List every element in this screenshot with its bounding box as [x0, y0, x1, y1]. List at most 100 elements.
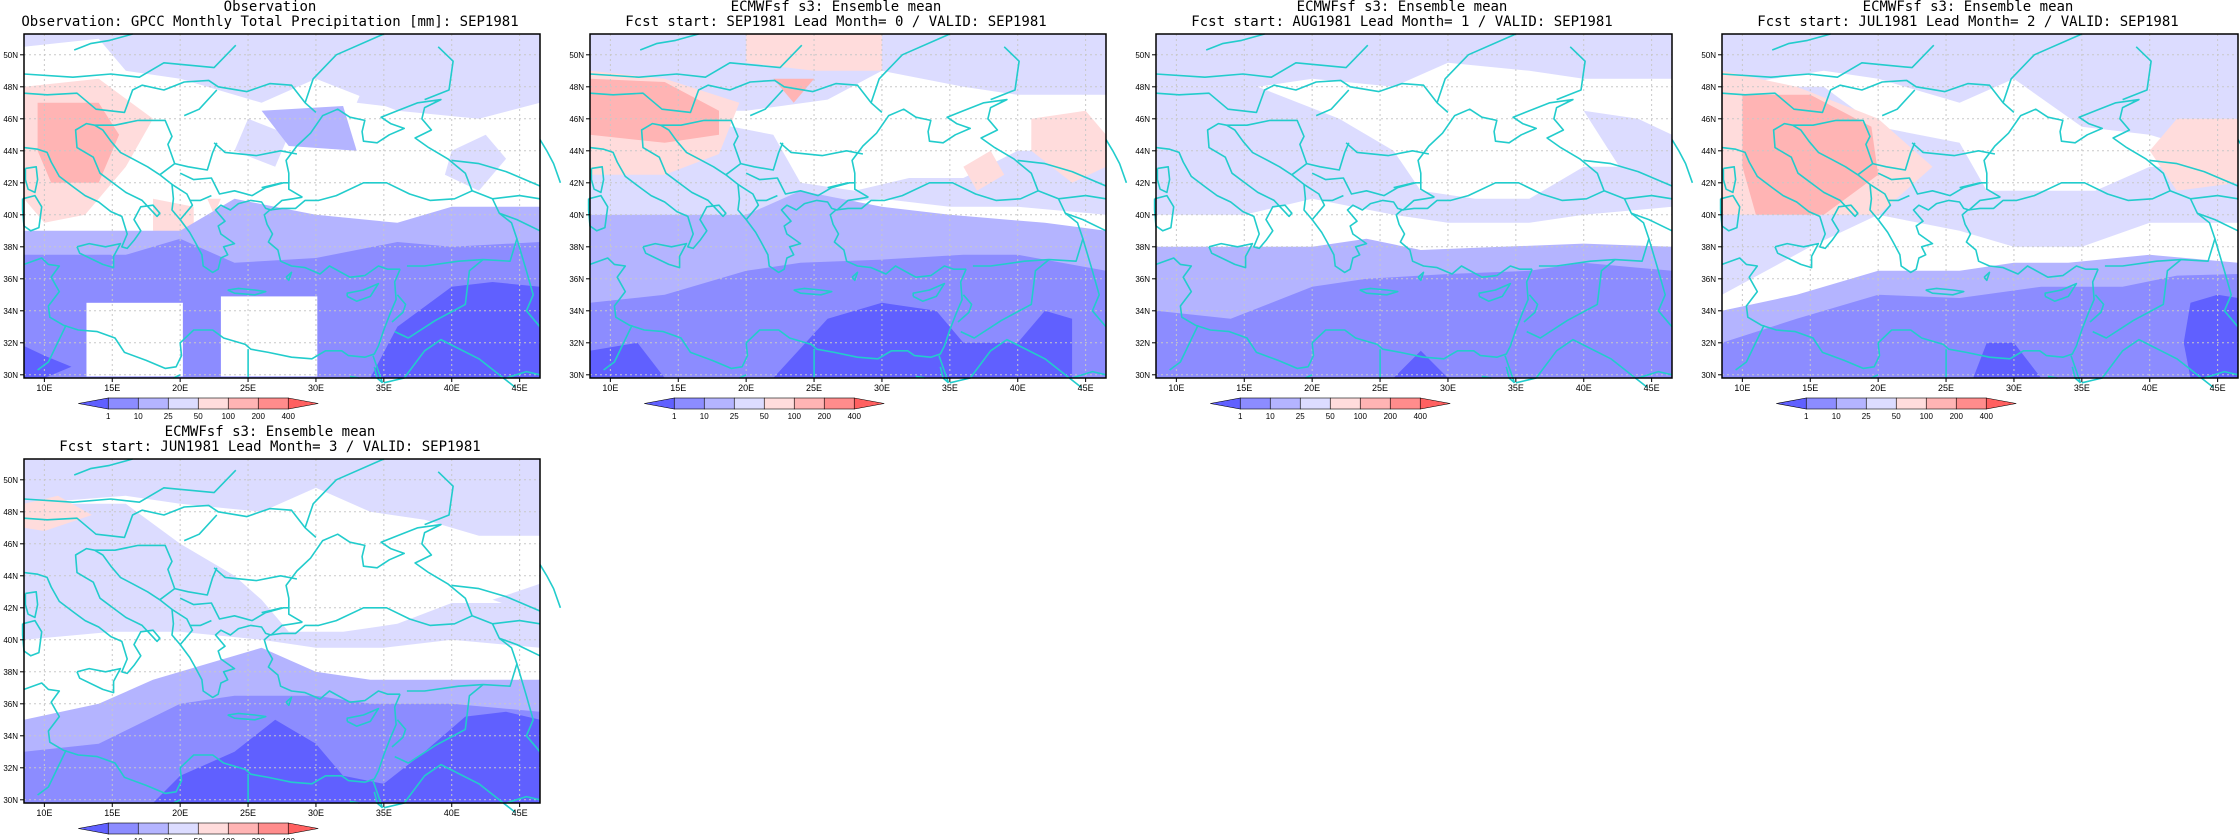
coastline	[1792, 124, 2001, 274]
lat-tick-label: 48N	[1701, 83, 1716, 92]
colorbar-segment	[673, 397, 705, 410]
lat-tick-label: 38N	[569, 243, 584, 252]
colorbar-segment	[257, 397, 289, 410]
coastline	[1071, 370, 1107, 379]
panel-title: ECMWFsf s3: Ensemble mean	[1296, 0, 1508, 15]
colorbar-label: 50	[1326, 412, 1335, 421]
country-border	[1082, 238, 1107, 328]
colorbar-label: 200	[252, 412, 266, 421]
country-border	[2092, 258, 2182, 339]
lat-tick-label: 48N	[3, 508, 18, 517]
lon-tick-label: 10E	[1168, 383, 1184, 393]
lat-tick-label: 46N	[1701, 115, 1716, 124]
country-border	[1315, 89, 1350, 117]
map-frame	[23, 458, 541, 804]
colorbar-label: 10	[1266, 412, 1275, 421]
precip-region	[963, 150, 1005, 191]
map-panel-lead2: ECMWFsf s3: Ensemble mean Fcst start: JU…	[1698, 0, 2240, 421]
country-border	[1872, 142, 1916, 171]
precip-region	[1722, 34, 2238, 143]
panel-title: ECMWFsf s3: Ensemble mean	[1862, 0, 2074, 15]
lat-tick-label: 32N	[3, 339, 18, 348]
lat-tick-label: 32N	[569, 339, 584, 348]
coastline	[1961, 182, 2171, 278]
country-border	[1771, 33, 1831, 51]
country-border	[2122, 46, 2152, 101]
coastline	[660, 124, 869, 274]
coastline	[94, 124, 303, 274]
country-border	[183, 89, 218, 117]
coastline	[1774, 242, 1820, 269]
lon-tick-label: 45E	[1078, 383, 1094, 393]
colorbar-segment	[703, 397, 735, 410]
lat-tick-label: 48N	[569, 83, 584, 92]
country-border	[2081, 338, 2215, 389]
lat-tick-label: 44N	[569, 147, 584, 156]
colorbar-label: 100	[222, 837, 236, 840]
country-border	[183, 514, 218, 542]
colorbar-label: 50	[1892, 412, 1901, 421]
lat-tick-label: 48N	[1135, 83, 1150, 92]
colorbar-segment	[257, 822, 289, 835]
country-border	[499, 637, 541, 657]
coastline	[1983, 98, 2171, 198]
lat-tick-label: 32N	[1135, 339, 1150, 348]
colorbar-label: 400	[1980, 412, 1994, 421]
lon-tick-label: 45E	[512, 383, 528, 393]
colorbar-label: 50	[194, 837, 203, 840]
colorbar-segment	[107, 822, 139, 835]
colorbar-label: 100	[222, 412, 236, 421]
country-border	[1911, 142, 1996, 157]
precipitation-map: 10E 15E 20E 25E 30E 35E 40E 45E 30N 32N 34N 36N 38N 4…	[1135, 33, 1694, 421]
lon-tick-label: 25E	[806, 383, 822, 393]
map-frame	[1721, 33, 2239, 379]
colorbar-segment	[78, 822, 109, 835]
coastline	[505, 795, 541, 804]
colorbar-segment	[287, 397, 319, 410]
country-border	[23, 79, 317, 114]
lon-tick-label: 25E	[240, 808, 256, 818]
colorbar-segment	[227, 397, 259, 410]
country-border	[603, 324, 633, 371]
colorbar-segment	[1805, 397, 1837, 410]
lat-tick-label: 36N	[1135, 275, 1150, 284]
lat-tick-label: 50N	[1701, 51, 1716, 60]
lon-tick-label: 20E	[1870, 383, 1886, 393]
lat-tick-label: 34N	[3, 732, 18, 741]
colorbar-segment	[793, 397, 825, 410]
coastline	[793, 287, 833, 296]
country-border	[1155, 79, 1449, 114]
colorbar-label: 100	[788, 412, 802, 421]
coastline	[227, 712, 267, 721]
lon-tick-label: 35E	[942, 383, 958, 393]
country-border	[1065, 212, 1107, 232]
country-border	[1226, 119, 1308, 176]
lat-tick-label: 44N	[1135, 147, 1150, 156]
lat-tick-label: 38N	[3, 668, 18, 677]
country-border	[471, 615, 541, 625]
country-border	[1869, 183, 1892, 221]
colorbar-label: 25	[730, 412, 739, 421]
coastline	[23, 122, 161, 250]
country-border	[261, 607, 283, 614]
coastline	[94, 549, 303, 699]
coastline	[829, 182, 1039, 278]
colorbar-label: 200	[1950, 412, 1964, 421]
colorbar-segment	[1210, 397, 1241, 410]
country-border	[424, 46, 454, 101]
country-border	[304, 33, 385, 104]
map-frame	[1155, 33, 1673, 379]
country-border	[1037, 190, 1107, 200]
colorbar: 1 10 25 50 100 200 400	[78, 397, 319, 421]
lat-tick-label: 42N	[569, 179, 584, 188]
country-border	[391, 294, 407, 323]
precip-region	[356, 54, 493, 111]
lat-tick-label: 46N	[3, 115, 18, 124]
country-border	[1169, 324, 1199, 371]
coastline	[23, 547, 161, 675]
colorbar-segment	[1239, 397, 1271, 410]
coastline	[1722, 166, 1737, 194]
colorbar-segment	[197, 397, 229, 410]
precip-region	[1973, 342, 2042, 378]
lat-tick-label: 32N	[3, 764, 18, 773]
